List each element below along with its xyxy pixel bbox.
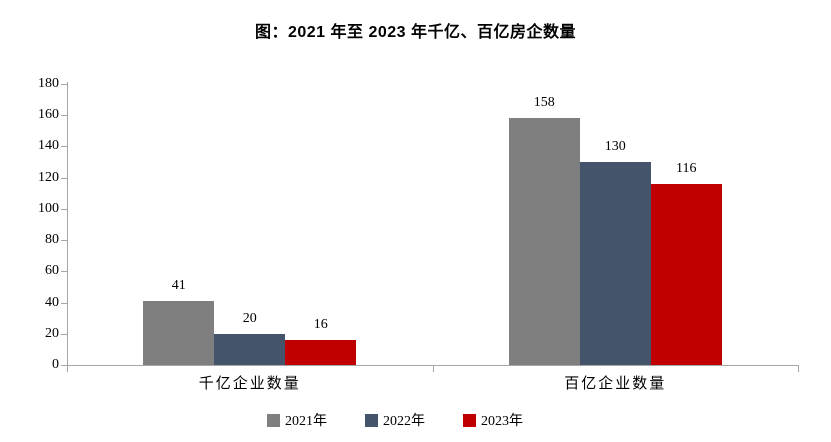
- bar-2023年-百亿企业数量: [650, 183, 722, 365]
- y-axis-tick-label: 0: [52, 357, 59, 372]
- bar-value-label: 130: [604, 139, 626, 155]
- y-axis-tick: [61, 177, 67, 179]
- bar-value-label: 158: [533, 95, 555, 111]
- y-axis-line: [67, 82, 68, 366]
- chart-title: 图：2021 年至 2023 年千亿、百亿房企数量: [254, 24, 577, 41]
- bar-2021年-百亿企业数量: [508, 118, 580, 365]
- y-axis-tick-label: 160: [38, 107, 59, 123]
- y-axis-tick: [61, 365, 67, 366]
- y-axis-tick-label: 120: [38, 169, 59, 185]
- bar-value-label: 116: [676, 160, 697, 176]
- bar-2022年-百亿企业数量: [579, 162, 651, 365]
- bar-2021年-千亿企业数量: [143, 300, 215, 365]
- y-axis-tick-label: 60: [45, 263, 59, 279]
- y-axis-tick-label: 140: [38, 138, 59, 154]
- legend-swatch-icon: [267, 413, 280, 427]
- y-axis-tick-label: 40: [45, 294, 59, 310]
- y-axis-tick-label: 80: [45, 232, 59, 248]
- y-axis-tick-label: 180: [38, 76, 59, 91]
- legend-entry-2021年: 2021年: [267, 410, 327, 430]
- x-axis-tick: [798, 365, 799, 372]
- y-axis-tick: [61, 84, 67, 85]
- legend-label: 2022年: [383, 414, 425, 429]
- legend-entry-2022年: 2022年: [365, 410, 425, 430]
- legend-label: 2023年: [481, 414, 523, 429]
- y-axis-tick: [61, 240, 67, 242]
- x-axis-tick: [432, 365, 434, 372]
- category-label: 百亿企业数量: [564, 376, 667, 392]
- bar-value-label: 16: [313, 317, 328, 333]
- bar-value-label: 41: [171, 277, 186, 293]
- y-axis-tick: [61, 208, 67, 210]
- y-axis-tick: [61, 271, 67, 273]
- y-axis-tick: [61, 146, 67, 148]
- category-label: 千亿企业数量: [198, 376, 301, 392]
- y-axis-tick-label: 20: [45, 325, 59, 341]
- bar-value-label: 20: [242, 310, 257, 326]
- legend-swatch-icon: [365, 413, 378, 427]
- legend: 2021年 2022年 2023年: [0, 410, 790, 430]
- y-axis-tick: [61, 333, 67, 335]
- bar-2022年-千亿企业数量: [214, 333, 286, 365]
- legend-swatch-icon: [463, 413, 476, 427]
- y-axis-tick: [61, 115, 67, 117]
- legend-label: 2021年: [285, 414, 327, 429]
- bar-2023年-千亿企业数量: [285, 340, 357, 365]
- legend-entry-2023年: 2023年: [463, 410, 523, 430]
- y-axis-tick-label: 100: [38, 200, 59, 216]
- x-axis-tick: [67, 365, 68, 372]
- y-axis-tick: [61, 302, 67, 304]
